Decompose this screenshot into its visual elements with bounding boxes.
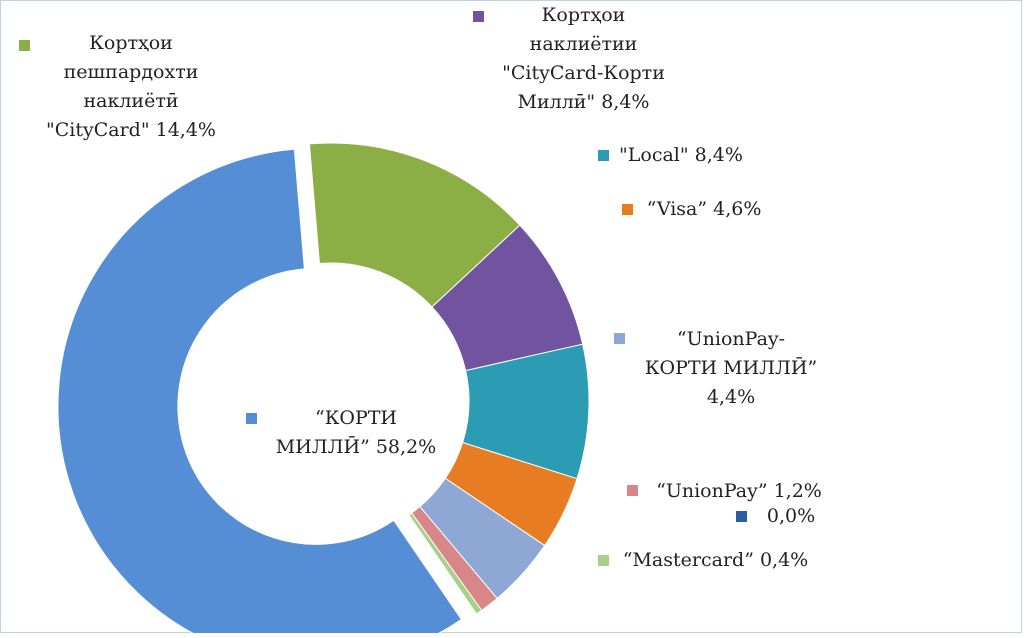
data-label-citycard: Кортҳои пешпардохти наклиётӣ "CityCard" …	[46, 32, 216, 141]
legend-marker-unionpay	[627, 485, 638, 496]
legend-marker-unionpay-korti-milli	[614, 333, 625, 344]
legend-marker-citycard	[19, 40, 30, 51]
data-label-mastercard: “Mastercard” 0,4%	[622, 549, 809, 571]
slice-citycard	[308, 142, 521, 308]
legend-marker-visa	[622, 204, 633, 215]
data-label-zero: 0,0%	[766, 505, 816, 527]
slice-mastercard	[408, 512, 483, 615]
legend-marker-mastercard	[598, 555, 609, 566]
data-label-visa: “Visa” 4,6%	[646, 198, 762, 220]
legend-marker-citycard-korti-milli	[473, 11, 484, 22]
legend-marker-korti-milli	[246, 413, 257, 424]
data-label-unionpay-korti-milli: “UnionPay- КОРТИ МИЛЛӢ” 4,4%	[644, 328, 818, 408]
data-label-korti-milli: “КОРТИ МИЛЛӢ” 58,2%	[275, 407, 437, 458]
data-label-unionpay: “UnionPay” 1,2%	[656, 480, 822, 502]
legend-marker-zero	[736, 511, 747, 522]
data-label-citycard-korti-milli: Кортҳои наклиётии "CityCard-Корти Миллӣ"…	[502, 4, 665, 113]
data-label-local: "Local" 8,4%	[619, 144, 743, 166]
slice-korti-milli	[57, 148, 463, 633]
legend-marker-local	[598, 150, 609, 161]
